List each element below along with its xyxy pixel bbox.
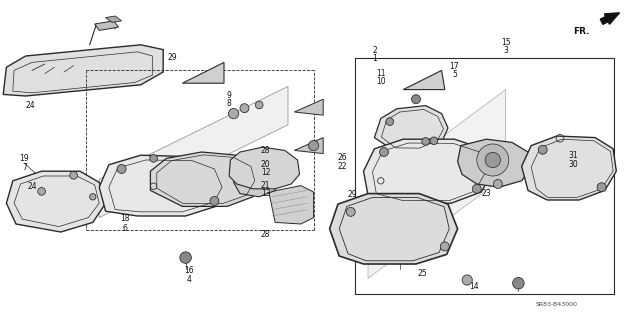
Text: 9: 9 [227,91,232,100]
Polygon shape [294,99,323,115]
Polygon shape [182,62,224,83]
Circle shape [380,148,388,156]
Text: 17: 17 [449,62,460,71]
Text: 5: 5 [452,70,457,79]
Circle shape [210,196,219,205]
Circle shape [240,104,249,113]
Circle shape [493,180,502,188]
Polygon shape [6,171,106,232]
Polygon shape [458,139,531,187]
Circle shape [597,183,606,192]
Polygon shape [374,106,448,150]
Circle shape [485,152,500,168]
Circle shape [308,140,319,151]
Text: 6: 6 [122,224,127,233]
Text: 4: 4 [186,275,191,284]
Text: 29: 29 [168,53,178,62]
Polygon shape [330,194,458,264]
Circle shape [117,164,126,173]
Text: 1: 1 [372,54,377,63]
Polygon shape [368,90,506,278]
Circle shape [255,101,263,109]
Text: 23: 23 [481,189,492,198]
Text: FR.: FR. [573,27,589,36]
Polygon shape [403,70,445,90]
Text: 2: 2 [372,46,377,55]
Polygon shape [522,136,616,200]
Circle shape [412,95,420,104]
Polygon shape [106,16,122,22]
Text: 28: 28 [261,146,270,155]
Circle shape [430,137,438,145]
Text: 25: 25 [417,269,428,278]
Text: 24: 24 [26,101,35,110]
Text: 14: 14 [468,282,479,291]
Text: 18: 18 [120,214,129,223]
Text: 12: 12 [261,168,270,177]
Circle shape [228,108,239,119]
Polygon shape [95,21,118,30]
Circle shape [440,242,449,251]
Text: 15: 15 [500,38,511,47]
Polygon shape [402,147,448,178]
Circle shape [472,184,481,193]
Text: 8: 8 [227,99,232,108]
Text: 10: 10 [376,77,386,86]
Text: 22: 22 [338,162,347,171]
Text: 13: 13 [260,189,271,198]
Text: 21: 21 [261,181,270,190]
Circle shape [150,155,157,162]
Text: 30: 30 [568,160,578,169]
Text: 29: 29 [347,190,357,199]
Polygon shape [99,86,288,218]
Text: 3: 3 [503,46,508,55]
Text: 31: 31 [568,151,578,160]
Circle shape [538,145,547,154]
Text: SR83-B43000: SR83-B43000 [536,302,578,308]
Text: 7: 7 [22,163,27,172]
Circle shape [180,252,191,263]
Text: 11: 11 [376,69,385,78]
Circle shape [422,138,429,145]
Text: 26: 26 [337,153,348,162]
Circle shape [70,172,77,179]
Circle shape [38,188,45,195]
Text: 20: 20 [260,160,271,169]
Polygon shape [234,150,282,197]
FancyArrow shape [600,13,620,24]
Text: 16: 16 [184,266,194,275]
Circle shape [462,275,472,285]
Circle shape [346,207,355,216]
Polygon shape [364,139,493,203]
Polygon shape [269,186,314,224]
Polygon shape [150,152,262,206]
Polygon shape [294,138,323,154]
Polygon shape [3,45,163,96]
Polygon shape [229,147,300,189]
Circle shape [90,194,96,200]
Circle shape [513,277,524,289]
Text: 19: 19 [19,154,29,163]
Polygon shape [99,155,230,216]
Text: 24: 24 [27,182,37,191]
Circle shape [477,144,509,176]
Text: 28: 28 [261,230,270,239]
Circle shape [386,118,394,125]
